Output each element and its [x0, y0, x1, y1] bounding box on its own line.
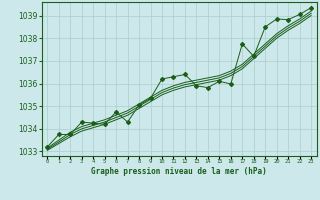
X-axis label: Graphe pression niveau de la mer (hPa): Graphe pression niveau de la mer (hPa) — [91, 167, 267, 176]
